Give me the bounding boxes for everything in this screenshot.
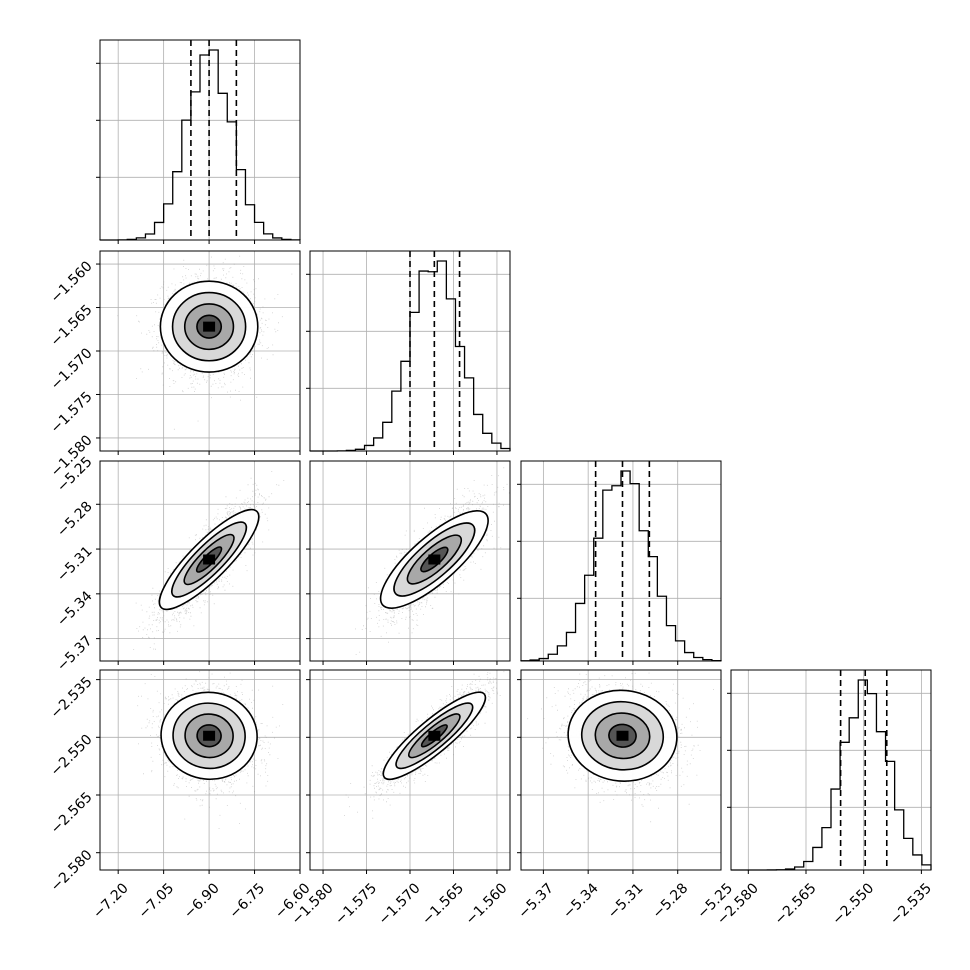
scatter-panel-1-0	[96, 250, 301, 455]
y-tick-label: −1.575	[48, 389, 96, 437]
y-tick-label: −5.34	[54, 588, 96, 630]
x-tick-label: −5.28	[650, 880, 692, 922]
histogram-step	[520, 470, 722, 662]
x-tick-label: −1.565	[419, 880, 467, 928]
histogram-step	[99, 49, 301, 241]
x-tick-label: −2.535	[887, 880, 935, 928]
density-peak	[203, 321, 216, 332]
x-tick-label: −1.560	[463, 880, 511, 928]
x-tick-label: −1.575	[332, 880, 380, 928]
panel-frame	[309, 250, 511, 452]
panel-frame	[99, 669, 301, 871]
panel-frame	[309, 669, 511, 871]
histogram-panel-0	[96, 39, 301, 244]
y-tick-label: −1.570	[48, 345, 96, 393]
y-tick-label: −2.535	[48, 674, 96, 722]
panel-frame	[99, 250, 301, 452]
panel-frame	[99, 460, 301, 662]
density-peak	[428, 554, 441, 565]
x-tick-label: −1.570	[376, 880, 424, 928]
histogram-panel-2	[517, 460, 722, 665]
scatter-panel-3-0	[96, 669, 301, 874]
histogram-panel-3	[727, 669, 932, 874]
density-peak	[616, 730, 629, 741]
y-tick-label: −2.565	[48, 789, 96, 837]
density-peak	[428, 730, 441, 741]
scatter-panel-3-1	[306, 669, 511, 874]
x-tick-label: −6.90	[181, 880, 223, 922]
y-tick-label: −5.28	[54, 499, 96, 541]
panel-background	[731, 670, 931, 870]
y-tick-label: −1.560	[48, 258, 96, 306]
x-tick-label: −2.565	[772, 880, 820, 928]
panel-frame	[99, 39, 301, 241]
x-tick-label: −6.75	[227, 880, 269, 922]
x-tick-label: −5.31	[605, 880, 647, 922]
y-tick-label: −2.580	[48, 847, 96, 895]
x-tick-label: −5.34	[560, 880, 602, 922]
x-tick-label: −2.550	[829, 880, 877, 928]
y-tick-label: −2.550	[48, 732, 96, 780]
density-peak	[203, 730, 216, 741]
x-tick-label: −7.05	[136, 880, 178, 922]
panel-background	[521, 461, 721, 661]
panel-frame	[520, 460, 722, 662]
x-tick-label: −5.37	[515, 880, 557, 922]
scatter-panel-3-2	[517, 669, 722, 874]
histogram-panel-1	[306, 250, 511, 455]
panel-frame	[730, 669, 932, 871]
density-peak	[203, 554, 216, 565]
y-tick-label: −5.37	[54, 633, 96, 675]
x-tick-label: −7.20	[90, 880, 132, 922]
scatter-panel-2-0	[96, 460, 301, 665]
scatter-panel-2-1	[306, 460, 511, 665]
y-tick-label: −1.565	[48, 302, 96, 350]
y-tick-label: −5.31	[54, 543, 96, 585]
panel-frame	[309, 460, 511, 662]
panel-frame	[520, 669, 722, 871]
